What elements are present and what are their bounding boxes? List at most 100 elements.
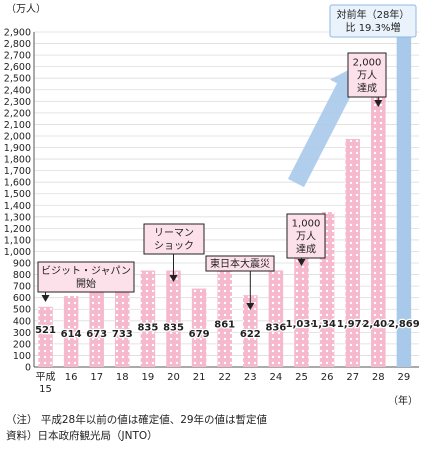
bar bbox=[345, 138, 360, 367]
growth-box-text-line: 対前年（28年） bbox=[337, 8, 410, 21]
y-tick-label: 1,200 bbox=[4, 224, 31, 235]
y-tick-label: 500 bbox=[13, 305, 31, 316]
bar-value-label: 521 bbox=[35, 325, 56, 336]
y-tick-label: 800 bbox=[13, 270, 31, 281]
callout-text-line: 1,000 bbox=[292, 219, 321, 230]
y-tick-label: 2,300 bbox=[4, 97, 31, 108]
x-tick-label: 18 bbox=[116, 372, 129, 383]
callout-text-line: ショック bbox=[154, 240, 194, 252]
bar-value-label: 1,036 bbox=[286, 319, 318, 330]
callout-text-line: 万人 bbox=[357, 70, 377, 82]
x-tick-label: 29 bbox=[398, 372, 411, 383]
callout-arrowhead bbox=[169, 275, 178, 282]
bar-value-label: 835 bbox=[137, 323, 158, 334]
bar-value-label: 622 bbox=[240, 329, 261, 340]
bar bbox=[115, 282, 130, 367]
y-tick-label: 1,100 bbox=[4, 235, 31, 246]
y-tick-label: 1,500 bbox=[4, 189, 31, 200]
y-tick-label: 300 bbox=[13, 328, 31, 339]
y-tick-label: 1,900 bbox=[4, 143, 31, 154]
x-tick-label: 20 bbox=[167, 372, 180, 383]
footnotes: （注） 平成28年以前の値は確定値、29年の値は暫定値 資料）日本政府観光局（J… bbox=[6, 412, 267, 444]
callout-box bbox=[205, 255, 275, 272]
y-tick-label: 2,600 bbox=[4, 62, 31, 73]
callout-box bbox=[286, 213, 326, 259]
note-line-1: （注） 平成28年以前の値は確定値、29年の値は暫定値 bbox=[6, 414, 268, 426]
y-tick-label: 2,400 bbox=[4, 85, 31, 96]
x-tick-label: 平成 bbox=[36, 371, 56, 383]
growth-box bbox=[329, 4, 417, 38]
callout-text-line: リーマン bbox=[154, 228, 194, 239]
bar-chart: （万人）01002003004005006007008009001,0001,1… bbox=[4, 3, 421, 407]
y-tick-label: 100 bbox=[13, 351, 31, 362]
x-tick-label: 24 bbox=[270, 372, 283, 383]
bar bbox=[140, 270, 156, 367]
callout-text-line: 開始 bbox=[76, 277, 96, 290]
callout-box bbox=[37, 261, 135, 293]
bar-value-label: 2,869 bbox=[388, 319, 420, 330]
y-tick-label: 2,900 bbox=[4, 28, 31, 39]
callout-arrowhead bbox=[374, 100, 383, 107]
x-tick-label: 21 bbox=[193, 372, 206, 383]
y-tick-label: 1,700 bbox=[4, 166, 31, 177]
x-tick-label: 25 bbox=[295, 372, 308, 383]
bar bbox=[396, 35, 412, 368]
y-tick-label: 600 bbox=[13, 293, 31, 304]
bar-value-label: 1,341 bbox=[311, 319, 343, 330]
growth-arrow bbox=[288, 66, 361, 188]
x-tick-label: 17 bbox=[90, 372, 103, 383]
callout-text-line: 2,000 bbox=[353, 58, 382, 69]
x-tick-label: 23 bbox=[244, 372, 257, 383]
y-tick-label: 0 bbox=[25, 363, 31, 374]
x-tick-label: 22 bbox=[218, 372, 231, 383]
callout-text-line: 達成 bbox=[357, 83, 377, 95]
bar-value-label: 679 bbox=[189, 329, 210, 340]
y-tick-label: 900 bbox=[13, 259, 31, 270]
bar-value-label: 1,974 bbox=[337, 319, 369, 330]
callout-text-line: 達成 bbox=[296, 244, 316, 256]
y-tick-label: 2,100 bbox=[4, 120, 31, 131]
x-tick-label: 15 bbox=[39, 384, 52, 395]
bar-value-label: 614 bbox=[61, 329, 82, 340]
bar bbox=[371, 89, 386, 367]
note-line-2: 資料）日本政府観光局（JNTO） bbox=[6, 430, 158, 442]
bar bbox=[217, 267, 232, 367]
callout-text-line: 東日本大震災 bbox=[210, 257, 270, 270]
callout-text-line: 万人 bbox=[296, 231, 316, 243]
y-tick-label: 1,800 bbox=[4, 155, 31, 166]
bar bbox=[294, 247, 309, 367]
y-tick-label: 2,000 bbox=[4, 131, 31, 142]
x-tick-label: 26 bbox=[321, 372, 334, 383]
bar-value-label: 835 bbox=[163, 323, 184, 334]
callout-arrowhead bbox=[297, 259, 306, 266]
x-tick-label: 19 bbox=[142, 372, 155, 383]
bar bbox=[38, 306, 53, 367]
bar bbox=[89, 289, 104, 367]
bar bbox=[268, 270, 284, 367]
y-tick-label: 2,500 bbox=[4, 74, 31, 85]
x-axis-unit-label: （年） bbox=[388, 394, 418, 407]
y-tick-label: 1,000 bbox=[4, 247, 31, 258]
growth-box-text-line: 比 19.3%増 bbox=[346, 21, 401, 34]
bar bbox=[243, 295, 258, 367]
bar bbox=[191, 288, 207, 367]
y-tick-label: 1,400 bbox=[4, 201, 31, 212]
y-tick-label: 2,200 bbox=[4, 108, 31, 119]
y-axis-unit-label: （万人） bbox=[6, 3, 46, 15]
callout-arrowhead bbox=[41, 295, 50, 302]
bar bbox=[63, 296, 79, 367]
growth-box-text: 対前年（28年）比 19.3%増 bbox=[337, 8, 410, 34]
callout-arrowhead bbox=[246, 303, 255, 310]
bar-value-label: 733 bbox=[112, 329, 133, 340]
bar-value-label: 2,404 bbox=[362, 319, 394, 330]
y-tick-label: 1,600 bbox=[4, 178, 31, 189]
x-tick-label: 27 bbox=[346, 372, 359, 383]
y-tick-label: 1,300 bbox=[4, 212, 31, 223]
y-tick-label: 200 bbox=[13, 339, 31, 350]
y-tick-label: 2,800 bbox=[4, 39, 31, 50]
